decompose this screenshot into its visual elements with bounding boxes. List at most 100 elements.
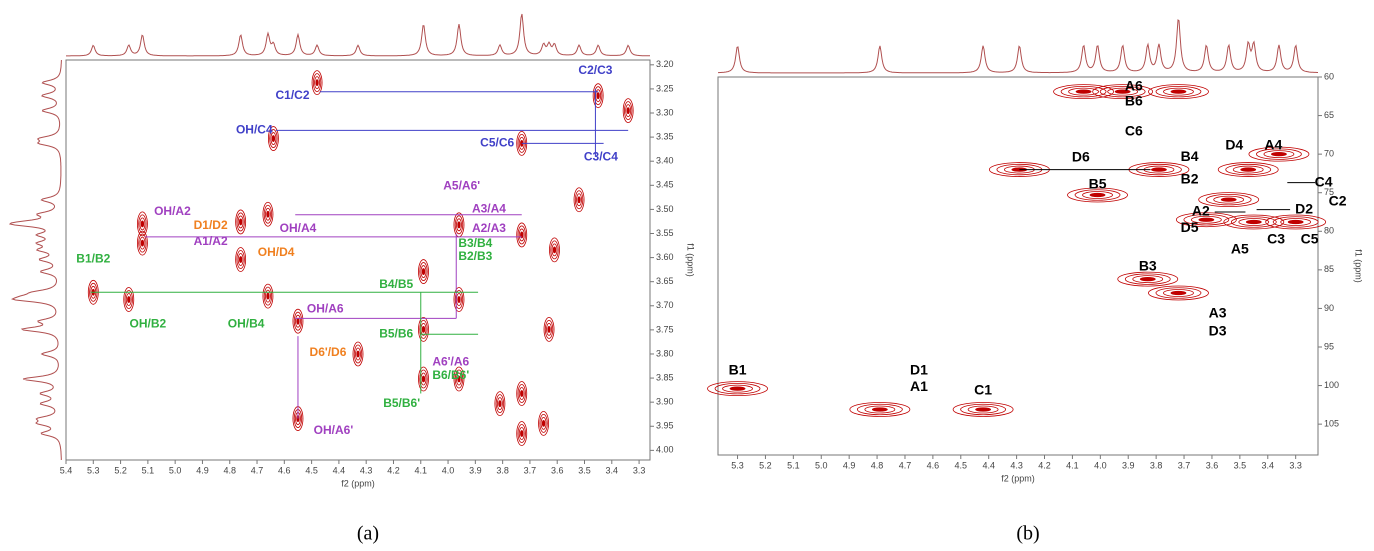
contour-level	[236, 250, 245, 269]
peak-label: D5	[1181, 219, 1199, 235]
y-tick-label: 3.50	[656, 204, 674, 214]
contour-level	[864, 405, 896, 414]
contour-level	[516, 421, 528, 446]
contour-level	[1117, 271, 1179, 287]
peak-label: A6'/A6	[432, 354, 469, 368]
contour-level	[1198, 217, 1215, 222]
cross-peak	[137, 211, 148, 237]
peak-label: B2	[1181, 170, 1199, 186]
contour-level	[314, 76, 320, 90]
cross-peak	[516, 421, 528, 446]
contour-level	[871, 407, 888, 412]
cross-peak	[1265, 214, 1327, 230]
contour-level	[124, 290, 133, 309]
y-tick-label: 90	[1324, 303, 1334, 313]
contour-level	[312, 73, 322, 93]
cross-peak	[352, 341, 364, 367]
contour-level	[1163, 87, 1194, 96]
contour-level	[263, 204, 273, 224]
cross-peak	[235, 247, 247, 272]
peak-label: A1	[910, 378, 928, 394]
contour-level	[498, 400, 502, 408]
cross-peak	[1223, 214, 1285, 230]
contour-level	[418, 316, 429, 342]
contour-level	[1155, 287, 1202, 299]
contour-level	[1074, 189, 1121, 201]
cross-peak	[1148, 285, 1209, 301]
x-tick-label: 5.1	[142, 465, 155, 475]
x-tick-label: 5.2	[759, 460, 772, 470]
x-tick-label: 4.6	[927, 460, 940, 470]
contour-level	[1287, 219, 1304, 225]
peak-label: C5	[1301, 230, 1319, 246]
cross-peak	[1117, 271, 1179, 287]
y-tick-label: 3.40	[656, 156, 674, 166]
y-tick-label: 85	[1324, 264, 1334, 274]
x-tick-label: 3.4	[606, 465, 619, 475]
peak-label: B1/B2	[76, 252, 110, 266]
x-tick-label: 4.4	[982, 460, 995, 470]
contour-level	[237, 253, 244, 266]
x-tick-label: 4.2	[387, 465, 400, 475]
y-axis-label: f1 (ppm)	[1354, 249, 1364, 283]
cross-peak	[123, 287, 135, 312]
contour-level	[547, 325, 551, 333]
peak-label: OH/B2	[130, 316, 167, 330]
contour-level	[139, 236, 146, 250]
x-tick-label: 4.9	[843, 460, 856, 470]
x-tick-label: 3.3	[1289, 460, 1302, 470]
peak-label: B5/B6	[379, 326, 413, 340]
y-tick-label: 70	[1324, 149, 1334, 159]
y-tick-label: 3.80	[656, 348, 674, 358]
panel: 5.3 5.2 5.1 5.0 4.9 4.8 4.7 4.6 4.5 4.4 4.3 4.2 4.1 4…	[707, 19, 1364, 545]
contour-level	[1075, 89, 1092, 94]
contour-level	[518, 228, 525, 242]
x-tick-label: 3.8	[496, 465, 509, 475]
contour-level	[539, 413, 548, 433]
contour-level	[577, 196, 581, 204]
contour-level	[593, 86, 603, 106]
x-tick-label: 5.3	[731, 460, 744, 470]
contour-level	[457, 375, 461, 383]
contour-level	[127, 296, 131, 303]
cross-peak	[235, 209, 247, 235]
x-tick-label: 5.0	[169, 465, 182, 475]
contour-level	[543, 316, 555, 342]
x-tick-label: 4.8	[871, 460, 884, 470]
contour-level	[1139, 276, 1156, 282]
cross-peak	[849, 402, 911, 417]
contour-level	[419, 319, 428, 339]
projection-top	[66, 13, 650, 57]
cross-peak	[262, 201, 274, 227]
contour-level	[1170, 290, 1187, 296]
contour-level	[1280, 218, 1312, 226]
contour-level	[1155, 86, 1202, 98]
plot-frame	[717, 76, 1319, 456]
y-tick-label: 3.60	[656, 252, 674, 262]
x-tick-label: 4.5	[955, 460, 968, 470]
contour-level	[1272, 216, 1319, 228]
x-tick-label: 4.0	[442, 465, 455, 475]
contour-level	[237, 215, 244, 229]
x-tick-label: 4.3	[1010, 460, 1023, 470]
cross-peak	[311, 70, 323, 96]
contour-level	[550, 240, 559, 260]
contour-level	[1092, 84, 1154, 100]
peak-label: A3/A4	[472, 202, 506, 216]
contour-level	[140, 239, 145, 247]
contour-level	[540, 416, 547, 430]
contour-level	[1256, 148, 1302, 160]
contour-level	[495, 394, 505, 414]
contour-level	[574, 190, 584, 210]
x-tick-label: 3.3	[633, 465, 646, 475]
x-tick-label: 5.4	[60, 465, 73, 475]
contour-level	[262, 201, 274, 227]
contour-level	[1271, 151, 1287, 157]
peak-label: OH/B4	[228, 316, 265, 330]
contour-level	[707, 381, 768, 397]
contour-level	[1068, 87, 1099, 96]
cross-peak	[622, 98, 634, 124]
cross-peak	[292, 308, 304, 334]
contour-level	[1170, 89, 1187, 94]
